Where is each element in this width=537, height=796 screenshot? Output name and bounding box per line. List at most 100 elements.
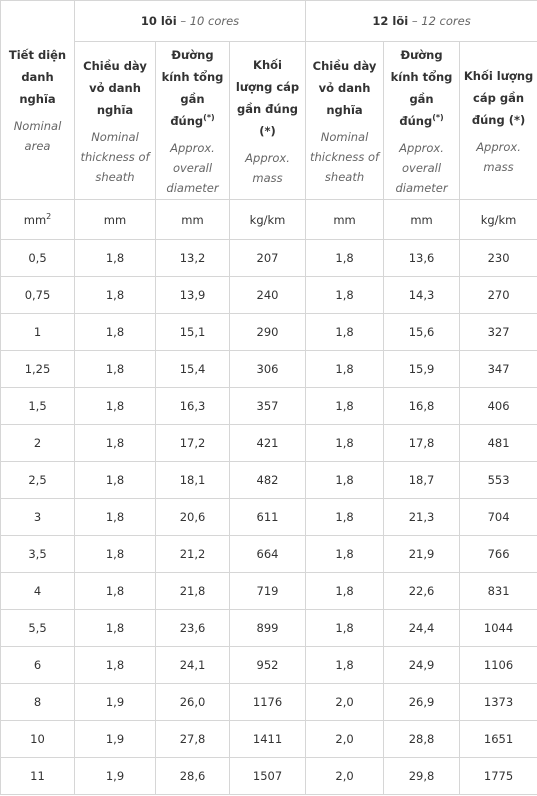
value-cell: 766	[459, 535, 537, 573]
value-cell: 482	[228, 461, 307, 499]
value-cell: 17,2	[155, 424, 230, 462]
column-header: Chiều dày vỏ danh nghĩa Nominal thickness…	[74, 41, 156, 200]
value-cell: 27,8	[155, 720, 230, 758]
area-cell: 2	[0, 424, 75, 462]
value-cell: 26,0	[155, 683, 230, 721]
group-separator: –	[411, 14, 418, 28]
header-vi: Đường kính tổng gần đúng(*)	[161, 47, 224, 128]
value-cell: 1,8	[74, 609, 156, 647]
header-vi: Tiết diện danh nghĩa	[8, 48, 67, 106]
value-cell: 1,8	[74, 646, 156, 684]
value-cell: 1,8	[305, 424, 385, 462]
value-cell: 17,8	[383, 424, 461, 462]
unit-cell: mm2	[0, 199, 75, 240]
value-cell: 481	[459, 424, 537, 462]
table-row: 3 1,8 20,6 611 1,8 21,3 704	[0, 498, 537, 536]
header-vi: Chiều dày vỏ danh nghĩa	[312, 58, 377, 117]
value-cell: 1411	[228, 720, 307, 758]
area-cell: 2,5	[0, 461, 75, 499]
value-cell: 20,6	[155, 498, 230, 536]
header-en: Nominal area	[13, 119, 62, 153]
value-cell: 1,8	[305, 387, 385, 425]
table-row: 0,75 1,8 13,9 240 1,8 14,3 270	[0, 276, 537, 314]
table-row: 2 1,8 17,2 421 1,8 17,8 481	[0, 424, 537, 462]
value-cell: 1,8	[305, 350, 385, 388]
header-vi: Đường kính tổng gần đúng(*)	[390, 47, 453, 128]
header-en: Approx. overall diameter	[395, 140, 448, 195]
area-cell: 1	[0, 313, 75, 351]
table-row: 1,5 1,8 16,3 357 1,8 16,8 406	[0, 387, 537, 425]
value-cell: 421	[228, 424, 307, 462]
value-cell: 21,3	[383, 498, 461, 536]
area-cell: 0,75	[0, 276, 75, 314]
unit-cell: mm	[74, 199, 156, 240]
value-cell: 1,8	[74, 239, 156, 277]
value-cell: 553	[459, 461, 537, 499]
value-cell: 719	[228, 572, 307, 610]
table-row: 6 1,8 24,1 952 1,8 24,9 1106	[0, 646, 537, 684]
table-row: mm2 mm mm kg/km mm mm kg/km	[0, 199, 537, 240]
table-row: 3,5 1,8 21,2 664 1,8 21,9 766	[0, 535, 537, 573]
value-cell: 15,9	[383, 350, 461, 388]
value-cell: 13,6	[383, 239, 461, 277]
table-row: 4 1,8 21,8 719 1,8 22,6 831	[0, 572, 537, 610]
table-row: 5,5 1,8 23,6 899 1,8 24,4 1044	[0, 609, 537, 647]
value-cell: 14,3	[383, 276, 461, 314]
header-vi: Chiều dày vỏ danh nghĩa	[83, 58, 147, 117]
unit-cell: mm	[155, 199, 230, 240]
value-cell: 207	[228, 239, 307, 277]
value-cell: 290	[228, 313, 307, 351]
value-cell: 1,8	[74, 424, 156, 462]
value-cell: 24,1	[155, 646, 230, 684]
value-cell: 23,6	[155, 609, 230, 647]
header-note: (*)	[432, 112, 444, 122]
value-cell: 1,8	[305, 276, 385, 314]
unit-base: mm	[23, 212, 47, 227]
table-row: 10 1,9 27,8 1411 2,0 28,8 1651	[0, 720, 537, 758]
value-cell: 1,8	[305, 498, 385, 536]
value-cell: 1,8	[305, 609, 385, 647]
area-cell: 1,5	[0, 387, 75, 425]
table-row: 1,25 1,8 15,4 306 1,8 15,9 347	[0, 350, 537, 388]
value-cell: 1106	[459, 646, 537, 684]
header-en: Approx. mass	[245, 150, 290, 185]
area-cell: 0,5	[0, 239, 75, 277]
value-cell: 1,8	[74, 276, 156, 314]
column-header: Khối lượng cáp gần đúng (*) Approx. mass	[459, 41, 537, 200]
area-header: Tiết diện danh nghĩa Nominal area	[0, 0, 75, 200]
value-cell: 15,4	[155, 350, 230, 388]
value-cell: 1,8	[305, 313, 385, 351]
value-cell: 15,6	[383, 313, 461, 351]
header-en: Nominal thickness of sheath	[310, 129, 380, 184]
group-subtitle: 12 cores	[421, 14, 471, 28]
table-row: 11 1,9 28,6 1507 2,0 29,8 1775	[0, 757, 537, 795]
value-cell: 611	[228, 498, 307, 536]
value-cell: 1,8	[74, 461, 156, 499]
value-cell: 21,2	[155, 535, 230, 573]
unit-cell: mm	[383, 199, 461, 240]
value-cell: 29,8	[383, 757, 461, 795]
header-vi: Khối lượng cáp gần đúng (*)	[235, 57, 300, 138]
table-row: Chiều dày vỏ danh nghĩa Nominal thickness…	[1, 41, 537, 200]
value-cell: 16,8	[383, 387, 461, 425]
table-row: Tiết diện danh nghĩa Nominal area 10 lõi –…	[0, 0, 537, 200]
header-en: Nominal thickness of sheath	[80, 129, 150, 184]
value-cell: 327	[459, 313, 537, 351]
value-cell: 16,3	[155, 387, 230, 425]
value-cell: 18,7	[383, 461, 461, 499]
value-cell: 1,9	[74, 720, 156, 758]
area-cell: 6	[0, 646, 75, 684]
value-cell: 18,1	[155, 461, 230, 499]
value-cell: 22,6	[383, 572, 461, 610]
column-header: Chiều dày vỏ danh nghĩa Nominal thickness…	[305, 41, 385, 200]
table-row: 0,5 1,8 13,2 207 1,8 13,6 230	[0, 239, 537, 277]
value-cell: 13,9	[155, 276, 230, 314]
value-cell: 230	[459, 239, 537, 277]
column-header: Đường kính tổng gần đúng(*) Approx. overa…	[383, 41, 461, 200]
header-note: (*)	[203, 112, 215, 122]
area-cell: 3,5	[0, 535, 75, 573]
value-cell: 270	[459, 276, 537, 314]
area-cell: 11	[0, 757, 75, 795]
